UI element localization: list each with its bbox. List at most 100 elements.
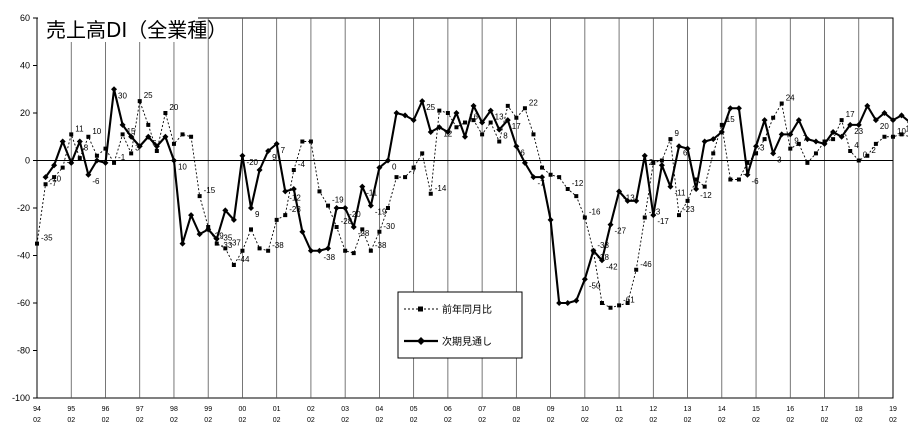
marker-outlook [282, 188, 289, 195]
marker-outlook [205, 226, 212, 233]
x-tick-sublabel: 02 [67, 417, 75, 424]
y-tick-label: -80 [17, 346, 30, 356]
marker-outlook [290, 186, 297, 192]
marker-yoy [454, 125, 459, 130]
marker-outlook [68, 159, 75, 166]
data-label-yoy: -1 [118, 153, 126, 162]
chart-title: 売上高DI（全業種） [46, 18, 227, 42]
x-tick-sublabel: 02 [684, 417, 692, 424]
data-label-yoy: -30 [383, 222, 395, 231]
x-tick-label: 94 [33, 406, 41, 413]
x-tick-label: 09 [547, 406, 555, 413]
marker-yoy [694, 177, 699, 182]
x-tick-label: 18 [855, 406, 863, 413]
marker-yoy [137, 99, 142, 104]
data-label-yoy: 9 [674, 129, 679, 138]
x-tick-sublabel: 02 [341, 417, 349, 424]
marker-yoy [291, 168, 296, 172]
x-tick-sublabel: 02 [512, 417, 520, 424]
legend-label-yoy: 前年同月比 [442, 303, 492, 316]
data-label-yoy: -23 [289, 205, 301, 214]
data-label-outlook: -13 [623, 193, 635, 202]
marker-outlook [847, 121, 854, 128]
marker-outlook [761, 117, 768, 124]
marker-yoy [531, 132, 536, 137]
marker-outlook [384, 157, 391, 164]
marker-yoy [514, 115, 519, 120]
data-label-yoy: 0 [863, 151, 868, 160]
marker-outlook [607, 221, 614, 228]
marker-outlook [530, 174, 537, 181]
marker-yoy [308, 139, 313, 144]
marker-yoy [428, 191, 433, 196]
marker-outlook [42, 174, 49, 181]
data-label-outlook: 7 [281, 146, 286, 155]
marker-yoy [334, 225, 339, 229]
marker-yoy [505, 103, 510, 108]
marker-yoy [599, 301, 604, 305]
legend-marker-outlook [417, 337, 425, 345]
x-tick-sublabel: 02 [204, 417, 212, 424]
marker-outlook [470, 102, 477, 109]
marker-yoy [360, 227, 365, 232]
data-label-yoy: -38 [272, 241, 284, 250]
data-label-outlook: 12 [443, 129, 452, 138]
x-tick-sublabel: 02 [889, 417, 897, 424]
data-label-yoy: -44 [238, 255, 250, 264]
marker-outlook [547, 216, 554, 223]
data-label-yoy: -10 [50, 174, 62, 183]
marker-outlook [479, 119, 486, 126]
marker-outlook [821, 140, 828, 147]
series-yoy [35, 99, 908, 310]
marker-outlook [598, 257, 605, 264]
marker-outlook [393, 110, 400, 116]
marker-outlook [539, 174, 546, 181]
marker-outlook [744, 171, 751, 178]
marker-yoy [865, 153, 870, 158]
marker-outlook [196, 231, 203, 238]
marker-yoy [197, 194, 202, 199]
data-label-outlook: -11 [674, 189, 686, 198]
marker-outlook [427, 129, 434, 135]
marker-yoy [214, 241, 219, 246]
marker-outlook [119, 121, 126, 128]
marker-outlook [367, 202, 374, 209]
marker-outlook [658, 162, 665, 169]
marker-yoy [899, 132, 904, 137]
marker-outlook [770, 150, 777, 157]
marker-outlook [753, 143, 760, 150]
marker-yoy [608, 305, 613, 310]
marker-outlook [222, 207, 229, 214]
x-tick-label: 97 [136, 406, 144, 413]
data-label-outlook: 15 [127, 127, 136, 136]
data-label-outlook: -12 [700, 191, 712, 200]
marker-outlook [51, 162, 58, 169]
data-label-yoy: 11 [75, 124, 84, 133]
marker-outlook [376, 164, 383, 171]
data-label-outlook: 6 [683, 148, 688, 157]
data-label-outlook: 10 [178, 163, 187, 172]
data-label-outlook: -7 [50, 179, 58, 188]
y-axis: -100 -80 -60 -40 -20 0 20 40 60 [12, 13, 37, 403]
year-divider-lines [70, 18, 860, 398]
marker-outlook [521, 159, 528, 166]
x-tick-sublabel: 02 [786, 417, 794, 424]
x-tick-label: 03 [341, 406, 349, 413]
marker-yoy [274, 217, 279, 222]
marker-outlook [564, 300, 571, 306]
data-label-outlook: -7 [537, 179, 545, 188]
data-label-yoy: 24 [786, 94, 795, 103]
marker-outlook [333, 205, 340, 211]
marker-yoy [754, 151, 759, 156]
data-label-outlook: -33 [221, 241, 233, 250]
marker-yoy [189, 134, 194, 139]
marker-yoy [540, 165, 545, 170]
x-tick-sublabel: 02 [547, 417, 555, 424]
marker-outlook [179, 240, 186, 247]
data-label-outlook: -42 [606, 262, 618, 271]
marker-yoy [385, 206, 390, 210]
marker-yoy [839, 118, 844, 123]
marker-outlook [325, 245, 332, 252]
y-tick-label: 40 [20, 61, 30, 71]
marker-yoy [779, 101, 784, 106]
